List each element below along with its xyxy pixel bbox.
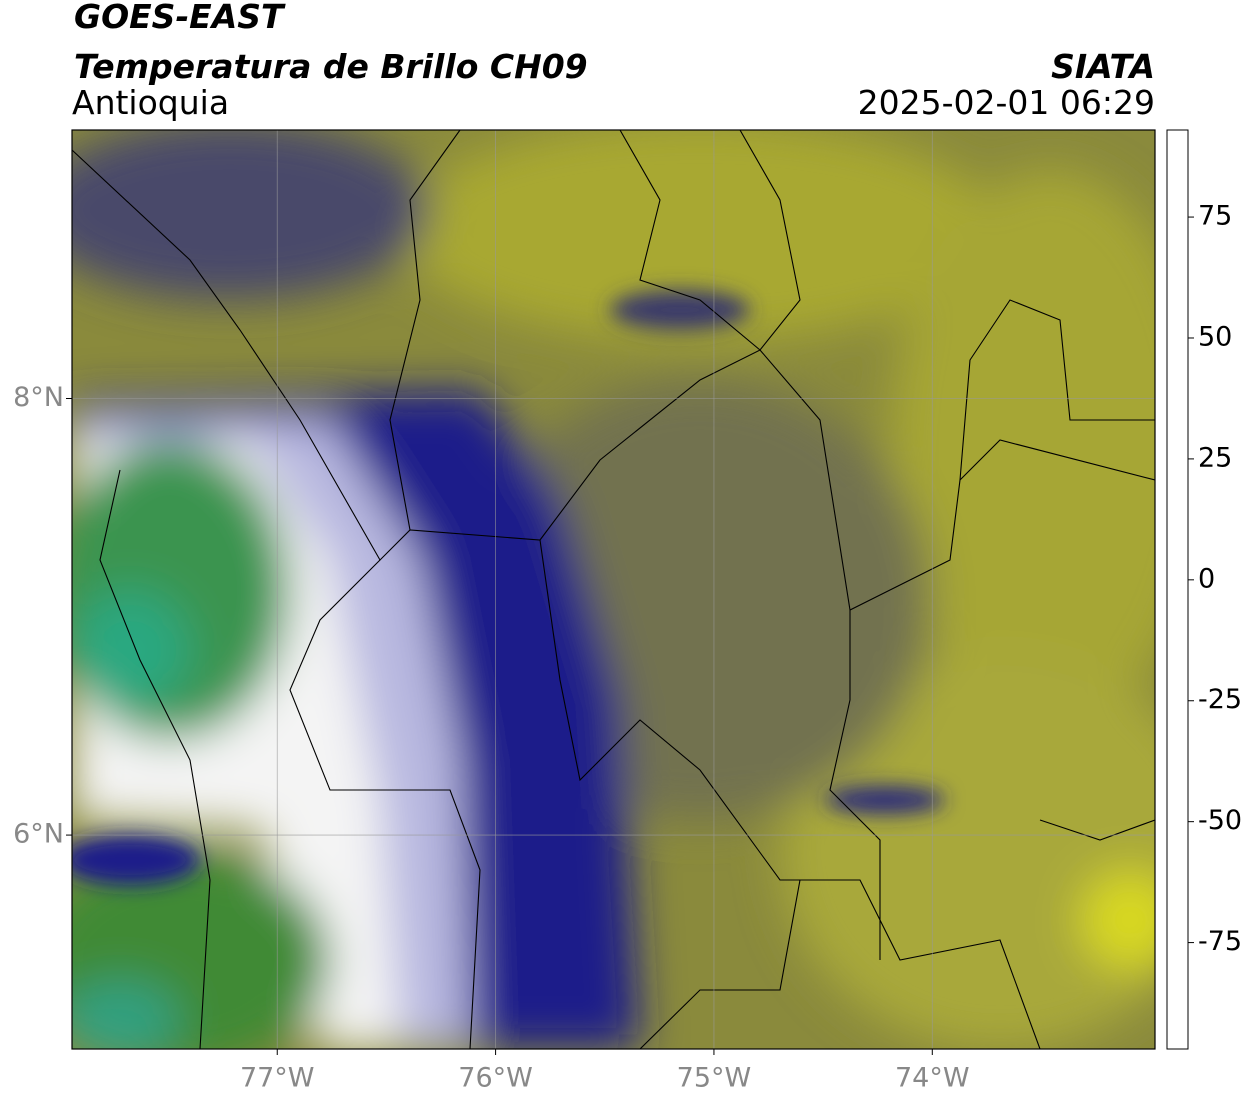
agency: SIATA bbox=[1051, 47, 1155, 86]
satellite-image bbox=[72, 130, 1155, 1049]
product: Temperatura de Brillo CH09 bbox=[74, 47, 588, 86]
x-tick-label: 76°W bbox=[458, 1063, 533, 1094]
x-tick-label: 77°W bbox=[240, 1063, 315, 1094]
title: GOES-EAST bbox=[74, 0, 286, 36]
colorbar-tick-label: 0 bbox=[1198, 563, 1215, 594]
colorbar-tick-label: 25 bbox=[1198, 442, 1232, 473]
region: Antioquia bbox=[72, 83, 229, 122]
colorbar-tick-label: 50 bbox=[1198, 321, 1232, 352]
colorbar-tick-label: -25 bbox=[1198, 684, 1242, 715]
y-tick-label: 8°N bbox=[13, 382, 64, 413]
colorbar-tick-label: -75 bbox=[1198, 926, 1242, 957]
x-tick-label: 74°W bbox=[895, 1063, 970, 1094]
datetime: 2025-02-01 06:29 bbox=[858, 83, 1155, 122]
borders bbox=[72, 130, 1155, 1049]
colorbar-tick-label: -50 bbox=[1198, 805, 1242, 836]
colorbar bbox=[1166, 129, 1189, 1050]
x-tick-label: 75°W bbox=[677, 1063, 752, 1094]
map-frame bbox=[71, 129, 1156, 1050]
y-tick-label: 6°N bbox=[13, 819, 64, 850]
colorbar-tick-label: 75 bbox=[1198, 201, 1232, 232]
